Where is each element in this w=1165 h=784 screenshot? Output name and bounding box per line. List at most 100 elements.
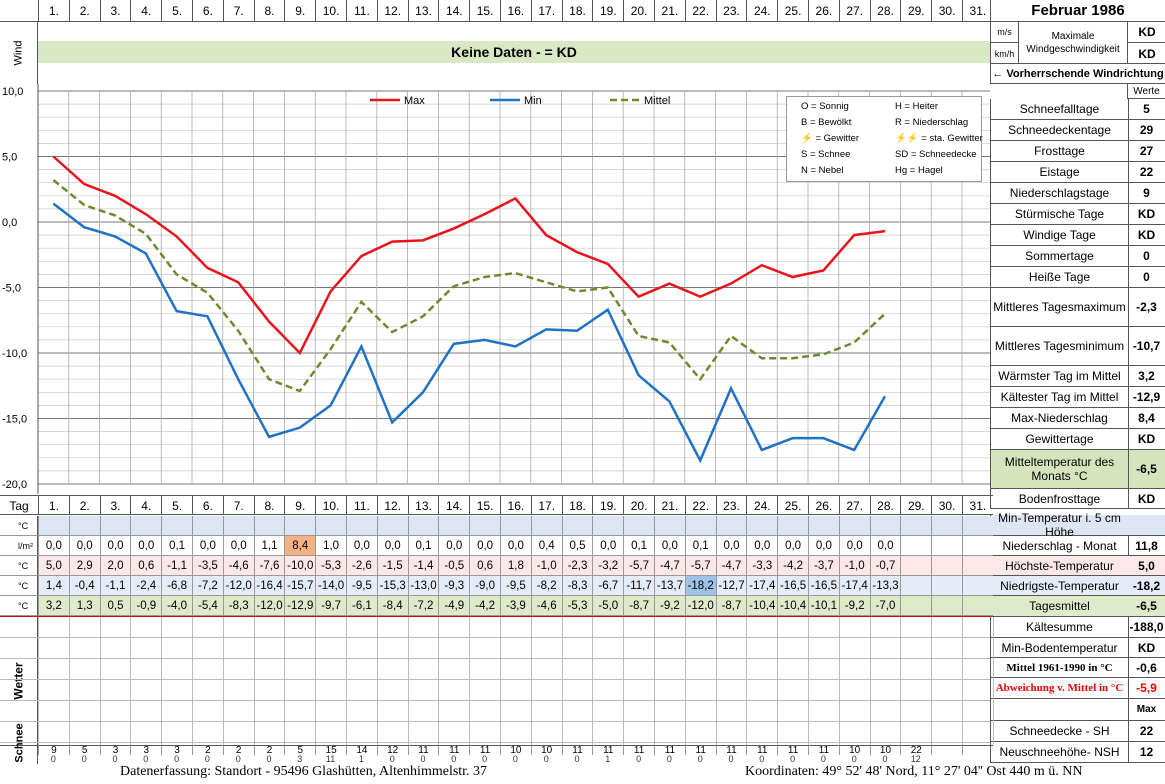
day-header-1: 1. bbox=[38, 0, 69, 22]
table-day-31: 31. bbox=[962, 495, 993, 515]
table-cell: -12,0 bbox=[684, 596, 716, 616]
new-snow-cell: 0 bbox=[851, 754, 857, 764]
stat-value: KD bbox=[1137, 228, 1156, 242]
new-snow-cell: 12 bbox=[910, 754, 921, 764]
table-cell: -4,7 bbox=[715, 556, 747, 576]
stat2-value: -6,5 bbox=[1128, 596, 1165, 616]
table-cell: -1,0 bbox=[838, 556, 870, 576]
wetter-row-line bbox=[0, 700, 990, 701]
wetter-col-line bbox=[38, 617, 39, 745]
row-unit: °C bbox=[0, 556, 38, 576]
wetter-row-line bbox=[0, 658, 990, 659]
table-cell: 1,4 bbox=[38, 576, 69, 596]
stat-row: Eistage 22 bbox=[990, 162, 1165, 183]
table-cell: 0,1 bbox=[161, 536, 192, 556]
day-header-25: 25. bbox=[777, 0, 808, 22]
table-cell: 5,0 bbox=[38, 556, 69, 576]
snow-depth-cell: 3 bbox=[130, 745, 162, 755]
stat-row: Wärmster Tag im Mittel 3,2 bbox=[990, 366, 1165, 387]
table-cell: -9,2 bbox=[838, 596, 870, 616]
stat-value: -6,5 bbox=[1136, 462, 1157, 476]
stat-row: Windige Tage KD bbox=[990, 225, 1165, 246]
stat2-label: Niedrigste-Temperatur bbox=[991, 576, 1129, 595]
stat2-value: KD bbox=[1137, 640, 1156, 655]
table-cell bbox=[931, 556, 962, 576]
table-cell: 1,1 bbox=[253, 536, 285, 556]
table-cell: -2,3 bbox=[561, 556, 593, 576]
day-header-2: 2. bbox=[68, 0, 100, 22]
table-cell: -1,4 bbox=[407, 556, 439, 576]
stat-label: Sommertage bbox=[991, 246, 1129, 266]
stat-row: Mittleres Tagesminimum -10,7 bbox=[990, 327, 1165, 366]
snow-depth-cell: 2 bbox=[192, 745, 223, 755]
day-header-27: 27. bbox=[838, 0, 870, 22]
wetter-col-line bbox=[777, 617, 779, 745]
table-cell: 0,0 bbox=[777, 536, 808, 556]
stat2-value: -18,2 bbox=[1128, 576, 1165, 595]
wetter-col-line bbox=[68, 617, 70, 745]
new-snow-cell: 0 bbox=[820, 754, 826, 764]
wetter-row-line bbox=[0, 742, 990, 743]
stat2-value: 22 bbox=[1139, 724, 1154, 738]
stat2-label bbox=[991, 699, 1129, 720]
stat2-row: Mittel 1961-1990 in °C -0,6 bbox=[990, 658, 1165, 678]
table-cell bbox=[376, 516, 408, 536]
wetter-row-line bbox=[0, 721, 990, 722]
stat2-label: Tagesmittel bbox=[991, 596, 1129, 616]
table-cell bbox=[777, 516, 808, 536]
table-cell bbox=[222, 516, 254, 536]
table-cell: -0,5 bbox=[438, 556, 470, 576]
table-day-7: 7. bbox=[222, 495, 254, 515]
wetter-col-line bbox=[808, 617, 809, 745]
stat-row: Max-Niederschlag 8,4 bbox=[990, 408, 1165, 429]
stat2-label: Schneedecke - SH bbox=[991, 721, 1129, 741]
table-day-5: 5. bbox=[161, 495, 192, 515]
stat-label: Bodenfrosttage bbox=[991, 489, 1129, 508]
table-cell bbox=[623, 516, 654, 536]
wetter-col-line bbox=[838, 617, 840, 745]
table-cell bbox=[962, 516, 993, 536]
table-day-1: 1. bbox=[38, 495, 69, 515]
table-cell bbox=[715, 516, 747, 536]
table-day-21: 21. bbox=[654, 495, 685, 515]
stat2-row: Niedrigste-Temperatur -18,2 bbox=[990, 576, 1165, 596]
day-header-11: 11. bbox=[346, 0, 377, 22]
table-cell: -13,0 bbox=[407, 576, 439, 596]
stat-row: Frosttage 27 bbox=[990, 141, 1165, 162]
stat2-label: Min-Bodentemperatur bbox=[991, 638, 1129, 657]
table-cell: 0,0 bbox=[130, 536, 162, 556]
table-cell: -1,5 bbox=[376, 556, 408, 576]
stat-row: Heiße Tage 0 bbox=[990, 267, 1165, 288]
new-snow-cell: 0 bbox=[389, 754, 395, 764]
table-cell: -0,9 bbox=[130, 596, 162, 616]
new-snow-cell: 0 bbox=[636, 754, 642, 764]
table-cell bbox=[931, 536, 962, 556]
stat-value: 22 bbox=[1139, 165, 1154, 179]
table-cell: -8,2 bbox=[530, 576, 562, 596]
day-header-4: 4. bbox=[130, 0, 161, 22]
table-cell: 0,0 bbox=[376, 536, 408, 556]
table-cell: -1,1 bbox=[161, 556, 192, 576]
table-cell: -9,2 bbox=[654, 596, 685, 616]
temperature-chart: 10,0 5,0 0,0 -5,0 -10,0 -15,0 -20,0 Max Min Mitte… bbox=[2, 84, 990, 494]
stat2-row: Tagesmittel -6,5 bbox=[990, 596, 1165, 617]
table-cell: -16,5 bbox=[777, 576, 808, 596]
table-cell bbox=[962, 576, 993, 596]
table-day-3: 3. bbox=[99, 495, 131, 515]
stat2-row: Max bbox=[990, 699, 1165, 721]
day-header-19: 19. bbox=[592, 0, 623, 22]
table-cell bbox=[130, 516, 162, 536]
wetter-row-line bbox=[0, 679, 990, 680]
wetter-col-line bbox=[992, 617, 994, 745]
table-cell bbox=[808, 516, 839, 536]
table-cell: -10,4 bbox=[777, 596, 808, 616]
y-tick-label: -5,0 bbox=[2, 283, 21, 295]
table-cell bbox=[500, 516, 531, 536]
stat2-value: -0,6 bbox=[1136, 660, 1157, 675]
wind-direction-label: ← Vorherrschende Windrichtung bbox=[990, 64, 1165, 84]
stat-row: Mittleres Tagesmaximum -2,3 bbox=[990, 288, 1165, 327]
wetter-col-line bbox=[715, 617, 717, 745]
table-cell: 1,0 bbox=[315, 536, 346, 556]
stat-label: Mittleres Tagesminimum bbox=[991, 327, 1129, 365]
table-day-16: 16. bbox=[500, 495, 531, 515]
